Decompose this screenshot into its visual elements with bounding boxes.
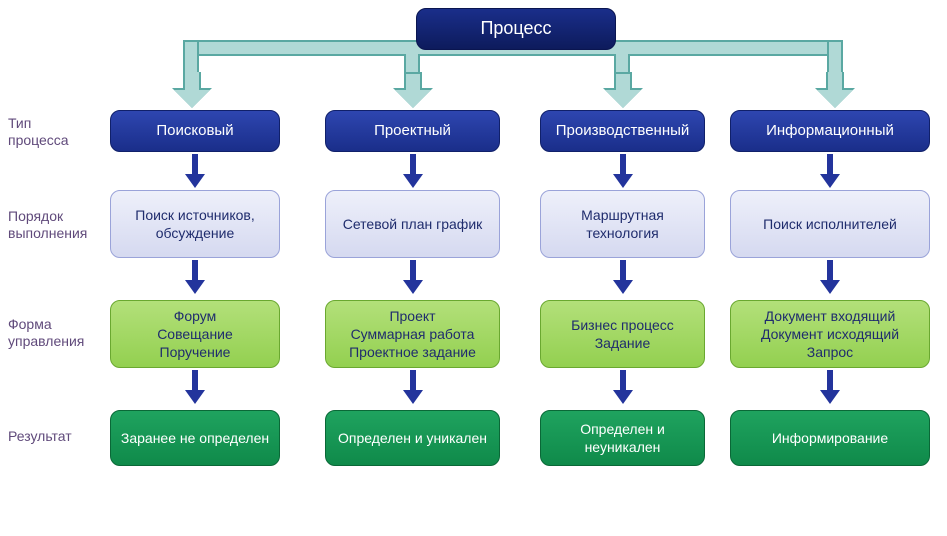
form-box-3: Бизнес процессЗадание xyxy=(540,300,705,368)
order-box-2: Сетевой план график xyxy=(325,190,500,258)
branch-elbow-left xyxy=(183,40,199,74)
result-box-3: Определен и неуникален xyxy=(540,410,705,466)
branch-arrow-1 xyxy=(174,72,210,110)
row-label-type: Типпроцесса xyxy=(8,115,69,149)
branch-arrow-3 xyxy=(605,72,641,110)
branch-elbow-right xyxy=(827,40,843,74)
arrow-form-result-4 xyxy=(820,370,840,404)
type-box-4: Информационный xyxy=(730,110,930,152)
arrow-type-order-2 xyxy=(403,154,423,188)
order-box-1: Поиск источников, обсуждение xyxy=(110,190,280,258)
result-box-2: Определен и уникален xyxy=(325,410,500,466)
result-box-4: Информирование xyxy=(730,410,930,466)
root-box: Процесс xyxy=(416,8,616,50)
form-box-2: ПроектСуммарная работаПроектное задание xyxy=(325,300,500,368)
arrow-order-form-2 xyxy=(403,260,423,294)
row-label-order: Порядоквыполнения xyxy=(8,208,87,242)
branch-drop-3 xyxy=(614,54,630,74)
arrow-form-result-3 xyxy=(613,370,633,404)
form-box-4: Документ входящийДокумент исходящийЗапро… xyxy=(730,300,930,368)
type-box-3: Производственный xyxy=(540,110,705,152)
branch-arrow-2 xyxy=(395,72,431,110)
arrow-order-form-1 xyxy=(185,260,205,294)
branch-drop-2 xyxy=(404,54,420,74)
arrow-form-result-2 xyxy=(403,370,423,404)
arrow-type-order-3 xyxy=(613,154,633,188)
order-box-4: Поиск исполнителей xyxy=(730,190,930,258)
type-box-2: Проектный xyxy=(325,110,500,152)
arrow-order-form-4 xyxy=(820,260,840,294)
result-box-1: Заранее не определен xyxy=(110,410,280,466)
row-label-result: Результат xyxy=(8,428,72,445)
arrow-type-order-1 xyxy=(185,154,205,188)
arrow-form-result-1 xyxy=(185,370,205,404)
order-box-3: Маршрутная технология xyxy=(540,190,705,258)
arrow-order-form-3 xyxy=(613,260,633,294)
row-label-form: Формауправления xyxy=(8,316,84,350)
type-box-1: Поисковый xyxy=(110,110,280,152)
arrow-type-order-4 xyxy=(820,154,840,188)
branch-arrow-4 xyxy=(817,72,853,110)
form-box-1: ФорумСовещаниеПоручение xyxy=(110,300,280,368)
